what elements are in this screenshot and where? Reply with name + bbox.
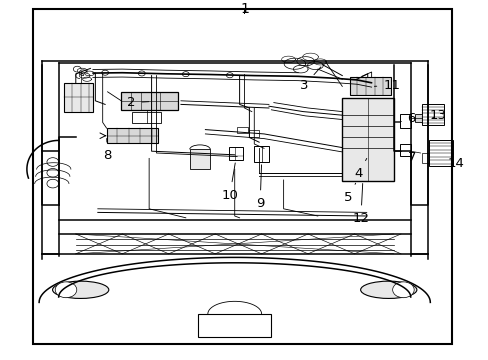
Bar — [237, 127, 247, 133]
Circle shape — [392, 282, 413, 298]
Text: 1: 1 — [240, 2, 248, 16]
Bar — [198, 314, 271, 337]
Text: 13: 13 — [428, 109, 445, 122]
Bar — [33, 9, 451, 344]
Circle shape — [55, 282, 77, 298]
Bar — [106, 128, 158, 143]
Bar — [63, 83, 93, 112]
Text: 12: 12 — [352, 184, 368, 225]
Circle shape — [226, 73, 233, 78]
Text: 11: 11 — [374, 79, 400, 92]
Bar — [121, 92, 177, 110]
Bar — [421, 153, 428, 163]
Bar — [342, 98, 393, 181]
Bar — [132, 112, 161, 123]
Text: 9: 9 — [255, 165, 264, 210]
Text: 4: 4 — [353, 158, 366, 180]
Bar — [414, 114, 421, 122]
Bar — [254, 146, 268, 162]
Text: 5: 5 — [343, 183, 355, 204]
Circle shape — [182, 72, 189, 77]
Bar — [399, 114, 410, 128]
Text: 2: 2 — [126, 96, 148, 109]
Bar — [249, 130, 259, 137]
Circle shape — [138, 71, 145, 76]
Text: 3: 3 — [299, 67, 320, 92]
Bar — [189, 149, 210, 169]
Bar — [399, 144, 410, 156]
Bar — [421, 104, 443, 125]
Ellipse shape — [52, 281, 108, 298]
Bar — [349, 77, 390, 95]
Text: 8: 8 — [103, 139, 112, 162]
Bar — [228, 147, 242, 160]
Text: 14: 14 — [447, 153, 463, 170]
Ellipse shape — [360, 281, 416, 298]
Text: 10: 10 — [221, 163, 238, 202]
Circle shape — [102, 70, 108, 75]
Bar — [428, 140, 452, 166]
Text: 7: 7 — [407, 151, 415, 164]
Text: 6: 6 — [407, 112, 415, 125]
